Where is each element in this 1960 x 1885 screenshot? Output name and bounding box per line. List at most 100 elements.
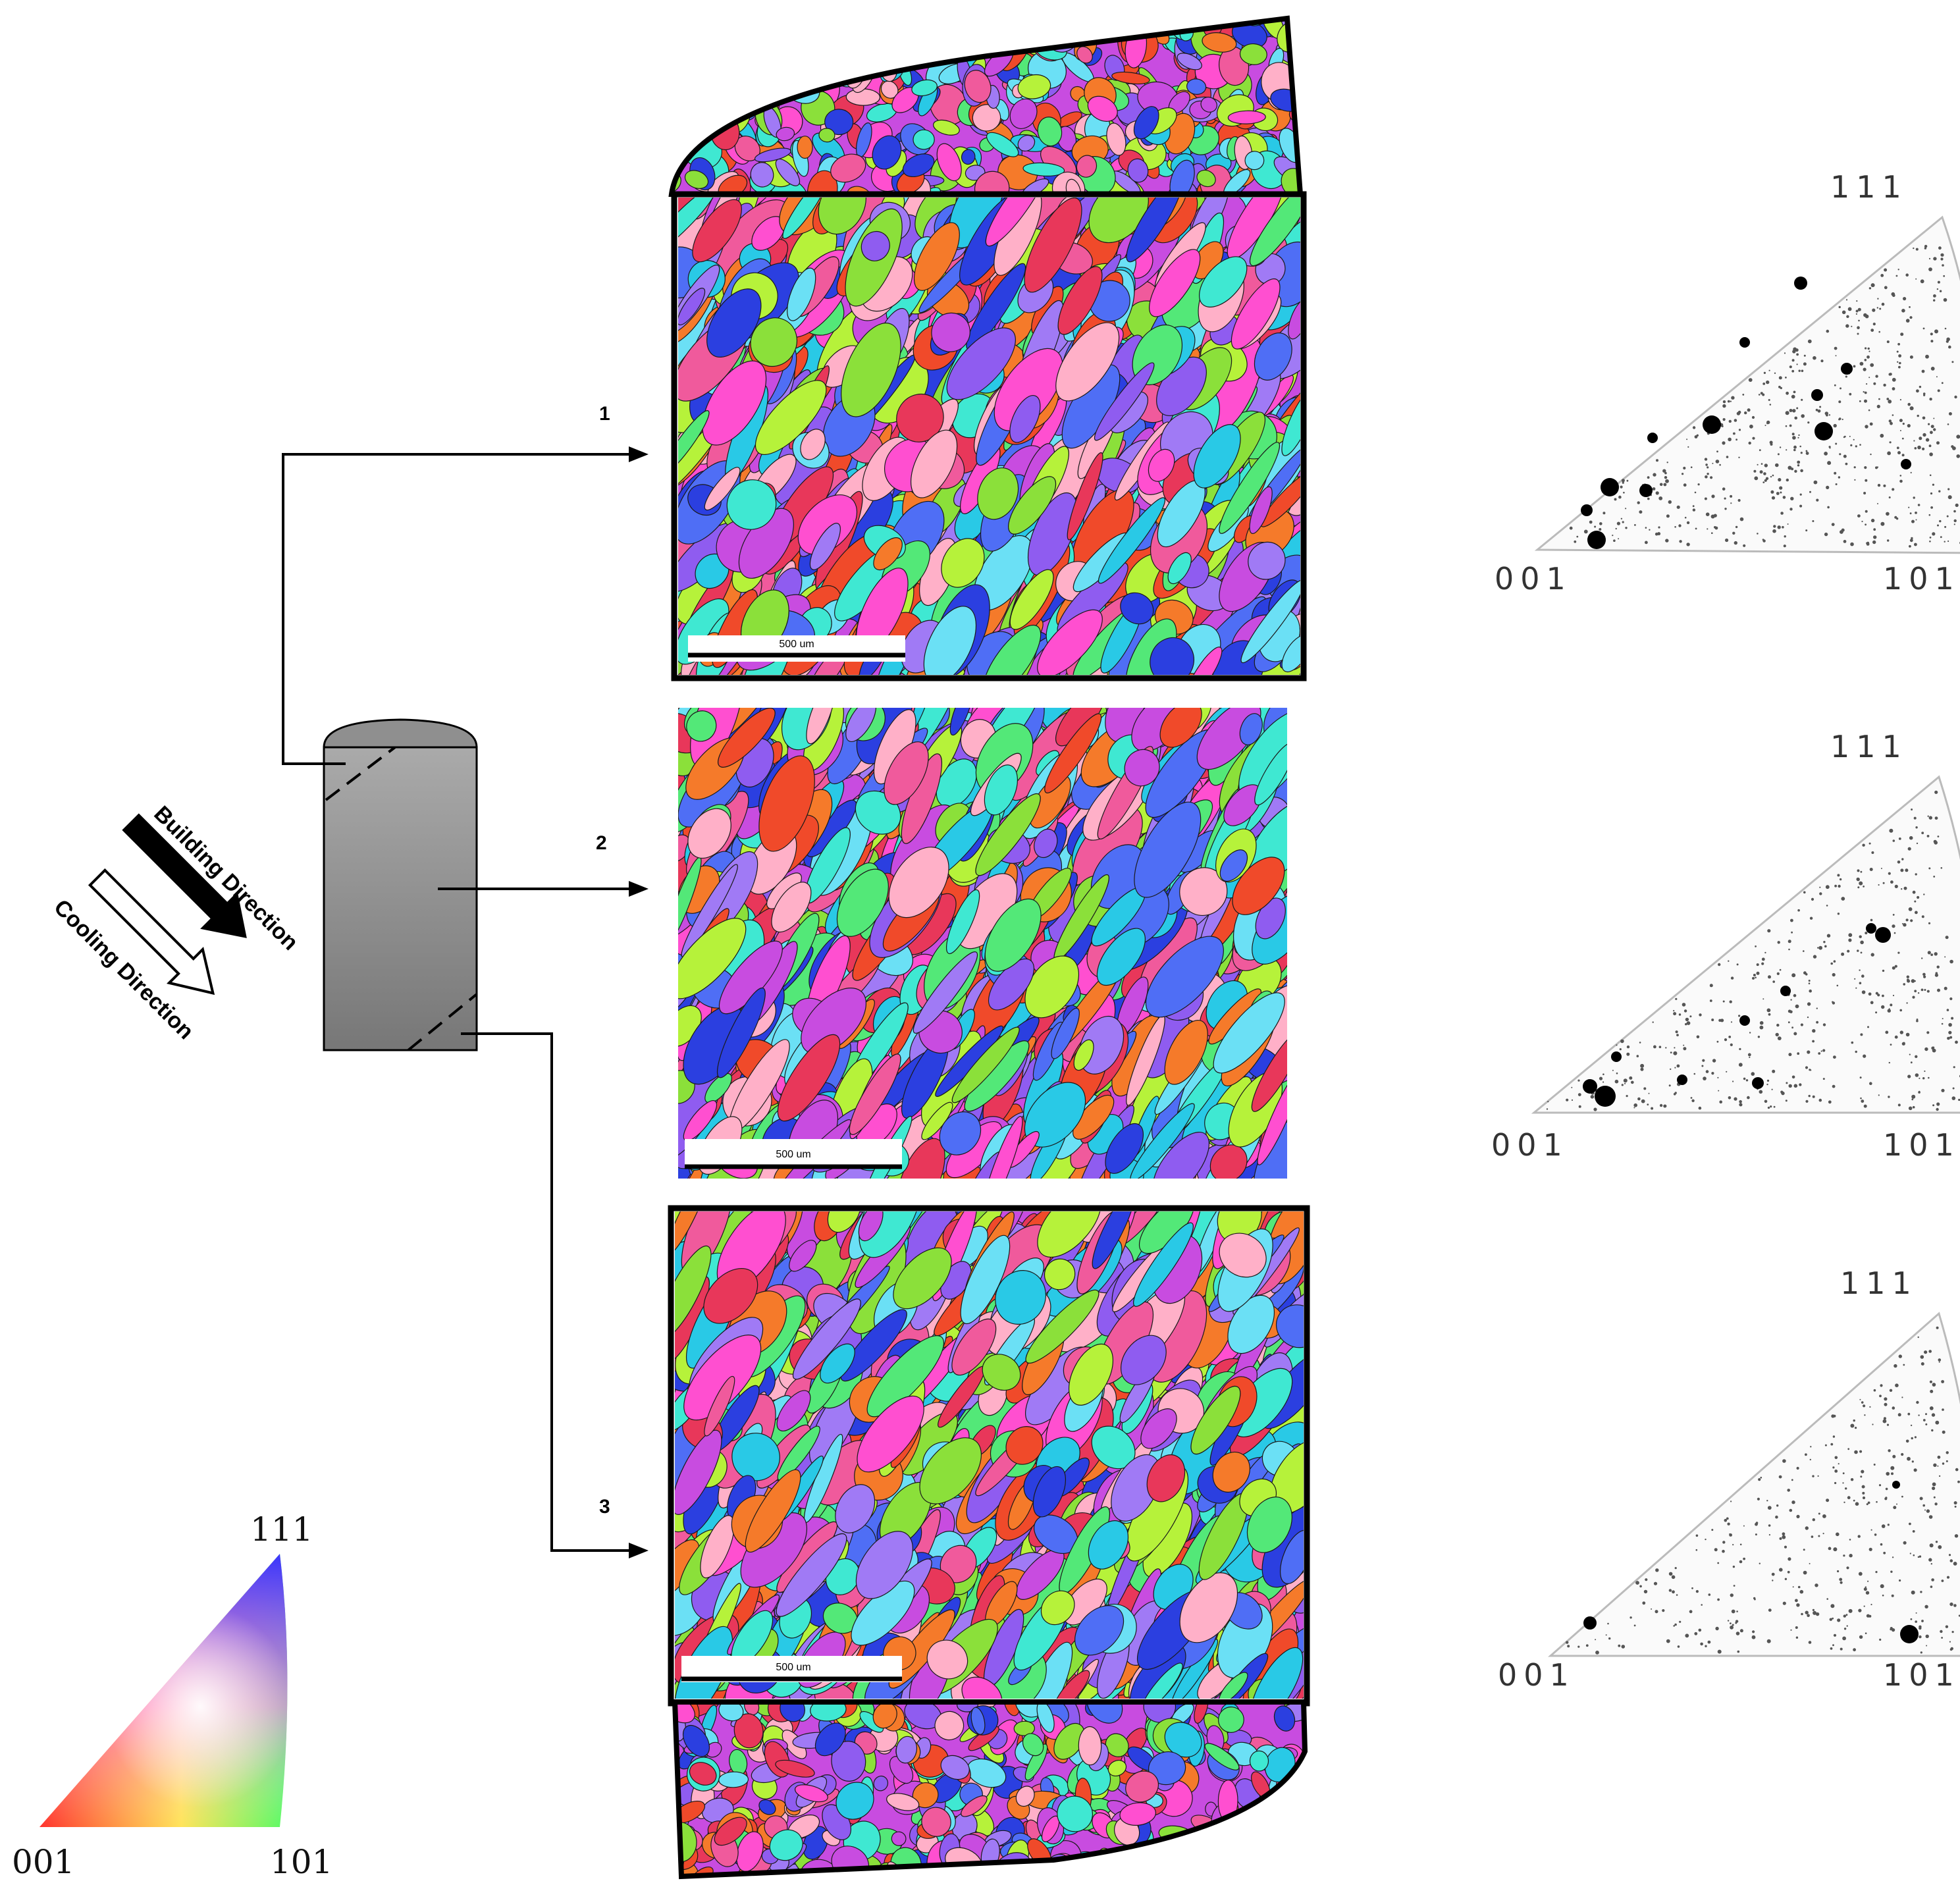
pole-point: [1793, 448, 1796, 452]
grain: [689, 79, 704, 109]
pole-point: [1793, 390, 1796, 394]
grain: [783, 49, 810, 72]
pole-point: [1599, 522, 1602, 525]
grain: [672, 92, 685, 119]
grain: [941, 538, 985, 588]
grain: [711, 25, 735, 44]
grain: [1291, 18, 1300, 33]
grain: [985, 198, 1048, 247]
grain: [733, 18, 747, 43]
grain: [685, 50, 717, 77]
grain: [750, 162, 774, 188]
grain: [1186, 78, 1207, 95]
grain: [1231, 278, 1281, 350]
grain: [734, 45, 754, 70]
pole-point: [1730, 502, 1732, 504]
pole-point: [1929, 452, 1933, 456]
pole-point: [1870, 518, 1875, 523]
grain: [968, 24, 996, 40]
pole-point: [1909, 512, 1912, 515]
pole-point: [1908, 506, 1910, 508]
grain: [710, 19, 742, 53]
pole-point: [1799, 504, 1803, 508]
grain: [1279, 1799, 1296, 1836]
grain: [747, 27, 767, 49]
grain: [824, 109, 854, 136]
pole-point: [1622, 521, 1624, 523]
pole-point: [1615, 527, 1617, 530]
pole-point: [1853, 438, 1855, 440]
grain: [1126, 198, 1183, 263]
grain: [1049, 1864, 1065, 1876]
pole-point: [1807, 421, 1810, 424]
pole-point: [1683, 483, 1687, 487]
grain: [862, 34, 896, 64]
pole-point: [1751, 415, 1755, 419]
pole-point: [1789, 508, 1793, 511]
pole-point: [1716, 450, 1718, 453]
grain: [964, 70, 992, 103]
grain: [739, 40, 758, 66]
pole-point: [1864, 391, 1867, 394]
pole-point: [1886, 340, 1890, 344]
grain: [728, 45, 754, 60]
pole-point: [1618, 495, 1622, 499]
grain: [1027, 492, 1078, 576]
pole-point: [1887, 451, 1892, 456]
grain: [862, 18, 880, 32]
pole-point: [1914, 447, 1917, 450]
pole-point: [1878, 331, 1880, 333]
grain: [706, 288, 762, 358]
grain: [1236, 1859, 1269, 1876]
grain: [738, 508, 794, 579]
grain: [1268, 1801, 1305, 1828]
pole-point: [1707, 466, 1709, 469]
pole-point: [1896, 350, 1899, 353]
grain: [1249, 486, 1273, 535]
grain: [830, 153, 866, 183]
pole-point: [1658, 496, 1663, 500]
pole-point: [1933, 428, 1936, 431]
grain: [928, 32, 966, 48]
pole-point: [1845, 375, 1847, 378]
pole-point: [1764, 425, 1766, 427]
ebsd-map-top-cap: [668, 15, 1304, 197]
grain: [814, 42, 846, 72]
grain: [1106, 122, 1126, 156]
grain: [702, 18, 726, 32]
pole-point: [1722, 404, 1726, 408]
grain: [1009, 98, 1038, 129]
pole-point: [1944, 525, 1947, 528]
pole-point: [1805, 529, 1808, 532]
pole-point: [1868, 287, 1872, 290]
grain: [1111, 71, 1150, 85]
grain: [678, 288, 706, 326]
pole-point: [1877, 503, 1878, 504]
grain: [765, 19, 794, 42]
grain: [961, 149, 976, 165]
grain: [918, 18, 947, 49]
grain: [1127, 158, 1149, 183]
pole-point: [1639, 510, 1643, 514]
pole-point: [1778, 478, 1782, 482]
pole-point: [1951, 361, 1954, 363]
grain: [1268, 1824, 1301, 1859]
pole-point: [1622, 481, 1624, 484]
grain: [974, 171, 1010, 194]
pole-point: [1856, 300, 1858, 302]
pole-point: [1786, 478, 1789, 482]
pole-point: [1730, 494, 1733, 498]
grain: [1249, 198, 1300, 267]
grain: [963, 18, 990, 38]
grain: [1120, 592, 1154, 625]
grain: [1186, 1861, 1201, 1876]
pole-point: [1913, 440, 1915, 442]
pole-point: [1873, 528, 1876, 531]
grain: [923, 606, 977, 675]
grain: [1213, 1838, 1236, 1862]
pole-point: [1722, 418, 1726, 421]
grain: [702, 360, 767, 446]
grain: [1248, 541, 1286, 580]
grain: [1281, 634, 1300, 673]
grain: [1171, 1869, 1193, 1876]
